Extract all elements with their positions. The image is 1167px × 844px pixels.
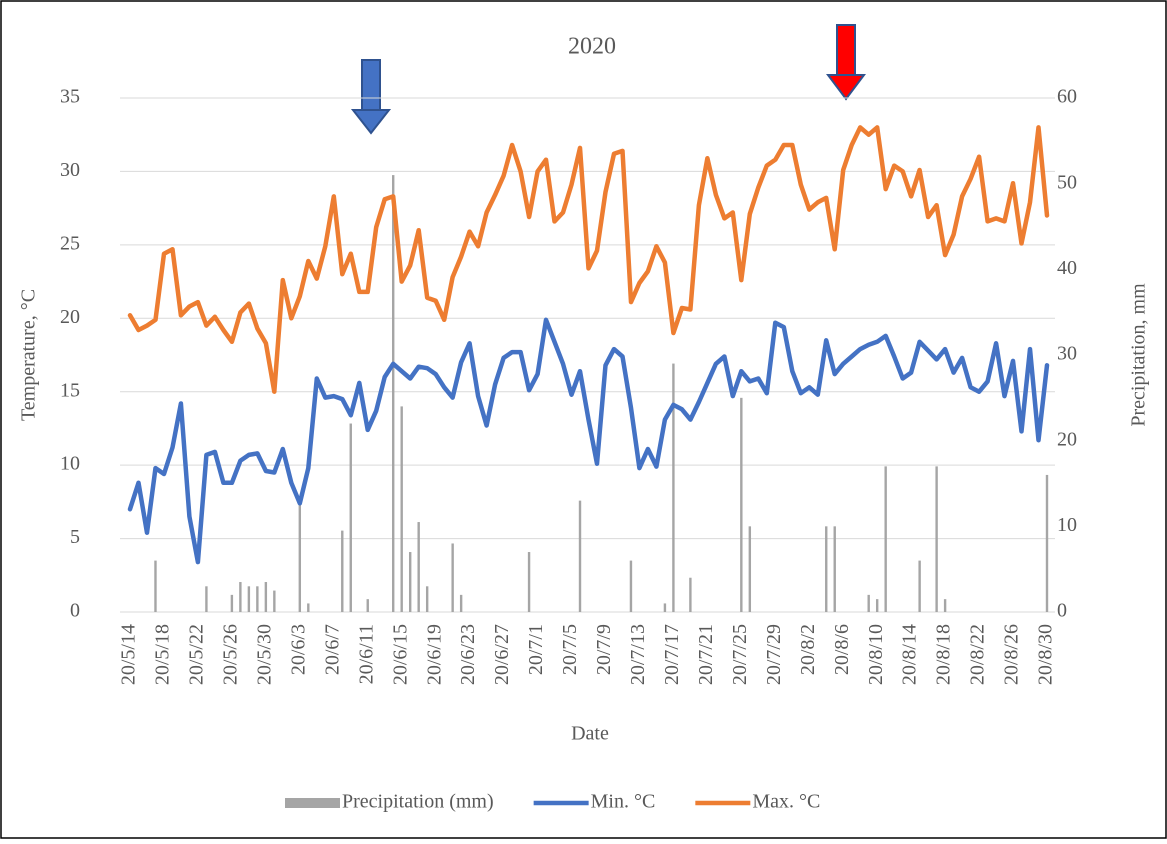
x-tick-label: 20/6/3 [287, 624, 309, 675]
bar [425, 586, 429, 612]
x-tick-label: 20/7/21 [695, 624, 717, 685]
x-tick-label: 20/6/23 [457, 624, 479, 685]
red-arrow [826, 24, 866, 101]
y-tick-label: 20 [60, 306, 80, 328]
bar [918, 560, 921, 612]
x-tick-label: 20/8/22 [967, 624, 989, 685]
bar [825, 526, 828, 612]
bar [205, 586, 208, 612]
x-tick-label: 20/6/7 [321, 624, 343, 675]
bar [1045, 474, 1049, 612]
x-tick-label: 20/7/25 [729, 624, 751, 685]
x-tick-label: 20/6/27 [491, 624, 513, 685]
legend-swatch [285, 798, 340, 808]
y2-tick-label: 50 [1057, 171, 1077, 193]
legend-label: Precipitation (mm) [342, 791, 494, 813]
x-tick-label: 20/5/30 [253, 624, 275, 685]
x-tick-label: 20/5/22 [186, 624, 208, 685]
bar [366, 599, 369, 612]
bar [884, 466, 887, 612]
y2-tick-label: 0 [1057, 600, 1067, 622]
bar [264, 582, 268, 612]
bar [247, 586, 251, 612]
bar [629, 560, 633, 612]
bar [298, 500, 302, 612]
bar [578, 500, 582, 612]
x-tick-label: 20/8/6 [831, 624, 853, 675]
y2-tick-label: 10 [1057, 514, 1077, 536]
y2-tick-label: 40 [1057, 257, 1077, 279]
y-tick-label: 0 [70, 600, 80, 622]
bar [459, 594, 463, 612]
x-axis-title: Date [571, 723, 609, 745]
bar [341, 530, 344, 612]
bar [867, 594, 870, 612]
bar [740, 397, 743, 612]
bar [349, 423, 352, 612]
bar [833, 526, 836, 612]
bar [417, 522, 420, 612]
bar [239, 582, 242, 612]
bar [672, 363, 675, 612]
line [127, 317, 1050, 565]
y-tick-label: 5 [70, 526, 80, 548]
y-tick-label: 25 [60, 232, 80, 254]
y2-tick-label: 60 [1057, 86, 1077, 108]
bar [527, 552, 531, 612]
bar [273, 590, 276, 612]
x-tick-label: 20/6/15 [389, 624, 411, 685]
bar [154, 560, 157, 612]
x-tick-label: 20/7/17 [661, 624, 683, 685]
x-tick-label: 20/8/14 [899, 624, 921, 685]
y2-tick-label: 30 [1057, 343, 1077, 365]
bar [689, 577, 692, 612]
x-tick-label: 20/5/18 [152, 624, 174, 685]
y-tick-label: 35 [60, 86, 80, 108]
bar [748, 526, 752, 612]
y2-axis-title: Precipitation, mm [1128, 283, 1150, 427]
x-tick-label: 20/7/13 [627, 624, 649, 685]
bar [875, 599, 879, 612]
y-tick-label: 15 [60, 379, 80, 401]
x-tick-label: 20/8/10 [865, 624, 887, 685]
y-tick-label: 30 [60, 159, 80, 181]
y-axis-title: Temperature, °C [18, 289, 40, 421]
legend-label: Min. °C [591, 791, 656, 813]
x-tick-label: 20/7/9 [593, 624, 615, 675]
bar [307, 603, 310, 612]
y-tick-label: 10 [60, 453, 80, 475]
bar [400, 406, 403, 612]
bar [408, 552, 412, 612]
bar [230, 594, 234, 612]
bar [943, 599, 947, 612]
y2-tick-label: 20 [1057, 428, 1077, 450]
x-tick-label: 20/7/5 [559, 624, 581, 675]
legend-label: Max. °C [752, 791, 820, 813]
x-tick-label: 20/7/29 [763, 624, 785, 685]
bar [451, 543, 454, 612]
x-tick-label: 20/7/1 [525, 624, 547, 675]
x-tick-label: 20/8/18 [933, 624, 955, 685]
x-tick-label: 20/5/26 [219, 624, 241, 685]
x-tick-label: 20/6/11 [355, 624, 377, 684]
bar [935, 466, 938, 612]
bar [392, 175, 395, 612]
line [127, 125, 1050, 394]
x-tick-label: 20/8/30 [1035, 624, 1057, 685]
chart-title: 2020 [568, 34, 616, 60]
x-tick-label: 20/6/19 [423, 624, 445, 685]
bar [663, 603, 667, 612]
x-tick-label: 20/8/26 [1001, 624, 1023, 685]
x-tick-label: 20/5/14 [118, 624, 140, 685]
bar [256, 586, 259, 612]
x-tick-label: 20/8/2 [797, 624, 819, 675]
